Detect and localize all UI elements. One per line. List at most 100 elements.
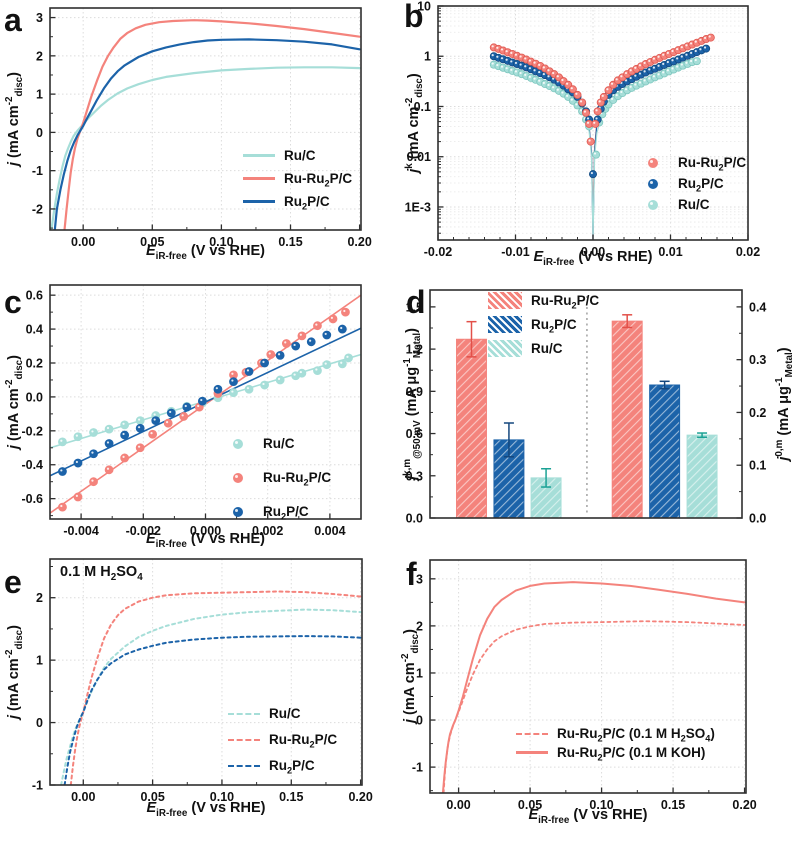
panel-letter-c: c [4,284,22,320]
series-line [50,66,361,230]
svg-text:0.20: 0.20 [348,790,372,804]
panel-d-ylabel-left: jk,m@50 mV (mA μg-1Metal) [402,328,423,480]
panel-e-xlabel: EiR-free (V vs RHE) [146,800,266,819]
svg-text:0.10: 0.10 [210,790,234,804]
legend-label: Ru-Ru2P/C [263,470,332,488]
plot-frame [429,559,747,794]
svg-text:0.00: 0.00 [581,245,605,259]
dash-swatch-icon [228,738,260,741]
svg-text:0.00: 0.00 [71,790,95,804]
panel-a-ylabel: j (mA cm-2disc) [4,71,25,167]
svg-text:0.2: 0.2 [749,406,766,420]
panel-f-xlabel: EiR-free (V vs RHE) [528,807,648,826]
svg-text:1E-3: 1E-3 [405,200,431,214]
svg-text:1: 1 [424,50,431,64]
legend-label: Ru2P/C [531,317,577,335]
svg-text:0.000: 0.000 [190,524,221,538]
legend-item: Ru2P/C [637,176,746,194]
hatch-swatch-icon [488,316,522,333]
svg-text:0.01: 0.01 [658,245,682,259]
svg-text:0.3: 0.3 [749,353,766,367]
svg-text:-0.6: -0.6 [21,492,43,506]
legend-item: Ru-Ru2P/C [243,171,353,189]
bar [686,434,718,519]
legend-item: Ru2P/C [488,316,599,335]
panel-c-legend: Ru/C Ru-Ru2P/C Ru2P/C [222,436,332,522]
panel-b-canvas: -0.02 -0.01 0.00 0.01 0.02 10 1 0.1 0.01 1E-3 [405,0,761,259]
legend-item: Ru-Ru2P/C (0.1 M KOH) [516,745,715,763]
panel-letter-d: d [406,284,426,320]
line-swatch-icon [243,154,275,157]
svg-text:0.15: 0.15 [661,798,685,812]
legend-label: Ru2P/C [263,504,309,522]
panel-letter-f: f [406,556,417,592]
panel-f-ylabel: j (mA cm-2disc) [400,628,421,724]
axis-ticks: 0.00 0.05 0.10 0.15 0.20 -1 0 1 2 [32,565,373,804]
bar [456,338,487,519]
svg-text:-0.4: -0.4 [21,458,43,472]
axis-ticks: 0.00 0.05 0.10 0.15 0.20 -1 0 1 2 3 [412,572,757,812]
panel-a-xlabel: EiR-free (V vs RHE) [145,243,266,262]
panel-b: -0.02 -0.01 0.00 0.01 0.02 10 1 0.1 0.01 1E-3 b j… [400,0,796,268]
svg-text:2: 2 [416,619,423,633]
circle-swatch-icon [648,178,658,189]
series-line [69,590,362,785]
svg-text:-0.002: -0.002 [126,524,161,538]
svg-text:0.00: 0.00 [446,798,470,812]
legend-label: Ru-Ru2P/C [678,155,747,173]
panel-b-xlabel: EiR-free (V vs RHE) [533,249,653,268]
svg-text:0.10: 0.10 [589,798,613,812]
svg-text:1.5: 1.5 [406,300,423,314]
axis-ticks: -0.02 -0.01 0.00 0.01 0.02 10 1 0.1 0.01 1E-3 [405,0,761,259]
plot-frame [49,7,362,231]
circle-swatch-icon [648,199,658,210]
svg-text:2: 2 [36,49,43,63]
legend-item: Ru-Ru2P/C [222,470,332,488]
legend-label: Ru/C [269,706,301,721]
legend-label: Ru-Ru2P/C (0.1 M KOH) [557,745,706,763]
svg-text:0: 0 [416,714,423,728]
panel-d-legend: Ru-Ru2P/C Ru2P/C Ru/C [488,292,599,357]
panel-b-legend: Ru-Ru2P/C Ru2P/C Ru/C [637,155,746,212]
svg-text:0.4: 0.4 [26,323,43,337]
svg-text:0.6: 0.6 [406,427,423,441]
hatch-swatch-icon [488,340,522,357]
panel-c-ylabel: j (mA cm-2disc) [4,354,25,450]
legend-item: Ru-Ru2P/C [637,155,747,173]
panel-a: 0.00 0.05 0.10 0.15 0.20 -2 -1 0 1 2 3 a j (mA cm-… [0,0,400,268]
line-swatch-icon [243,177,275,180]
panel-letter-e: e [4,564,22,600]
legend-label: Ru-Ru2P/C (0.1 M H2SO4) [557,726,715,744]
legend-item: Ru2P/C [228,758,337,775]
legend-label: Ru2P/C [678,176,724,194]
electrolyte-annotation: 0.1 M H2SO4 [60,564,143,583]
svg-text:0.002: 0.002 [252,524,283,538]
svg-text:-0.01: -0.01 [501,245,530,259]
panel-f: 0.00 0.05 0.10 0.15 0.20 -1 0 1 2 3 f j (mA cm-2d… [400,530,796,847]
svg-text:0.9: 0.9 [406,385,423,399]
legend-item: Ru2P/C [222,504,331,522]
circle-swatch-icon [233,506,243,517]
legend-label: Ru-Ru2P/C [284,171,353,189]
svg-text:-0.02: -0.02 [424,245,453,259]
svg-text:-0.2: -0.2 [21,424,43,438]
svg-text:0.004: 0.004 [314,524,345,538]
svg-text:3: 3 [36,11,43,25]
legend-label: Ru/C [678,197,710,212]
svg-text:0.05: 0.05 [518,798,542,812]
svg-text:0.05: 0.05 [140,235,164,249]
svg-text:0.1: 0.1 [414,100,431,114]
series-scatter [58,324,347,476]
svg-text:10: 10 [417,0,431,14]
series-scatter [489,33,715,146]
svg-text:0.6: 0.6 [26,289,43,303]
panel-e-legend: Ru/C Ru-Ru2P/C Ru2P/C [228,706,337,775]
legend-item: Ru/C [222,436,331,451]
series-line [441,581,746,793]
panel-e: 0.00 0.05 0.10 0.15 0.20 -1 0 1 2 e 0.1 M H2SO4 … [0,530,400,847]
svg-text:0.0: 0.0 [406,512,423,526]
svg-text:1: 1 [36,654,43,668]
panel-f-canvas: 0.00 0.05 0.10 0.15 0.20 -1 0 1 2 3 [412,559,757,812]
gridlines [430,560,746,793]
panel-b-ylabel: jk (mA cm-2disc) [404,73,425,173]
